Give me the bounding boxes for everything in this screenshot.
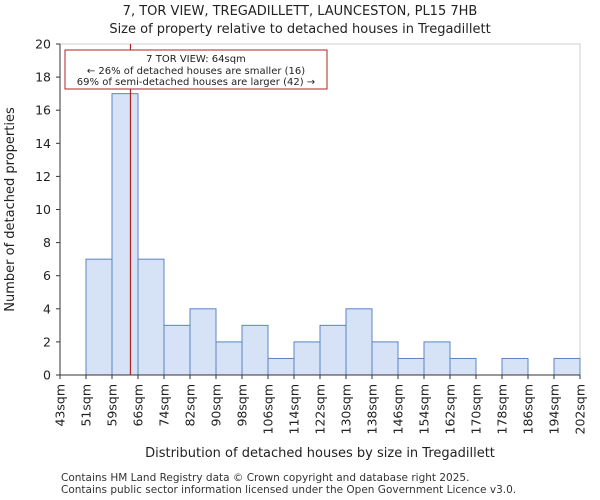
- x-tick-label: 186sqm: [521, 384, 536, 434]
- histogram-bar: [137, 258, 165, 376]
- x-tick-label: 98sqm: [235, 384, 250, 427]
- annotation-line-3: 69% of semi-detached houses are larger (…: [77, 77, 315, 88]
- x-tick-label: 154sqm: [417, 384, 432, 434]
- y-tick-label: 18: [35, 70, 51, 85]
- histogram-bar: [215, 341, 243, 376]
- y-tick-label: 14: [35, 136, 51, 151]
- y-tick-label: 8: [43, 235, 51, 250]
- histogram-bar: [111, 93, 139, 376]
- footer-line-1: Contains HM Land Registry data © Crown c…: [61, 472, 470, 484]
- x-tick-label: 43sqm: [53, 384, 68, 427]
- y-tick-label: 4: [43, 301, 51, 316]
- x-tick-label: 138sqm: [365, 384, 380, 434]
- x-tick-label: 162sqm: [443, 384, 458, 434]
- histogram-bar: [345, 308, 373, 376]
- x-tick-label: 51sqm: [79, 384, 94, 427]
- x-tick-label: 170sqm: [469, 384, 484, 434]
- histogram-bar: [267, 357, 295, 376]
- x-tick-label: 90sqm: [209, 384, 224, 427]
- chart-title: 7, TOR VIEW, TREGADILLETT, LAUNCESTON, P…: [122, 4, 478, 19]
- x-axis-title: Distribution of detached houses by size …: [145, 446, 495, 461]
- y-tick-label: 10: [35, 202, 51, 217]
- y-tick-label: 0: [43, 368, 51, 383]
- annotation-box: [64, 49, 328, 90]
- histogram-bar: [397, 357, 425, 376]
- y-tick-label: 20: [35, 37, 51, 52]
- annotation-line-2: ← 26% of detached houses are smaller (16…: [87, 66, 305, 77]
- histogram-bar: [163, 324, 191, 376]
- histogram-bar: [293, 341, 321, 376]
- footer-line-2: Contains public sector information licen…: [61, 484, 517, 496]
- x-tick-label: 114sqm: [287, 384, 302, 434]
- histogram-bar: [449, 357, 477, 376]
- x-tick-label: 59sqm: [105, 384, 120, 427]
- histogram-bar: [189, 308, 217, 376]
- histogram-bar: [319, 324, 347, 376]
- x-tick-label: 202sqm: [573, 384, 588, 434]
- histogram-bar: [241, 324, 269, 376]
- x-tick-label: 66sqm: [131, 384, 146, 427]
- histogram-bar: [371, 341, 399, 376]
- histogram-bar: [553, 357, 581, 376]
- x-tick-label: 146sqm: [391, 384, 406, 434]
- x-tick-label: 82sqm: [183, 384, 198, 427]
- y-tick-label: 16: [35, 103, 51, 118]
- x-tick-label: 122sqm: [313, 384, 328, 434]
- x-tick-label: 74sqm: [157, 384, 172, 427]
- x-tick-label: 194sqm: [547, 384, 562, 434]
- y-axis-title: Number of detached properties: [3, 107, 18, 312]
- annotation-line-1: 7 TOR VIEW: 64sqm: [146, 54, 246, 65]
- histogram-bar: [501, 357, 529, 376]
- y-tick-label: 6: [43, 268, 51, 283]
- histogram-bar: [423, 341, 451, 376]
- chart-subtitle: Size of property relative to detached ho…: [109, 22, 491, 37]
- histogram-bar: [85, 258, 113, 376]
- x-tick-label: 178sqm: [495, 384, 510, 434]
- x-tick-label: 130sqm: [339, 384, 354, 434]
- y-tick-label: 2: [43, 334, 51, 349]
- x-tick-label: 106sqm: [261, 384, 276, 434]
- y-tick-label: 12: [35, 169, 51, 184]
